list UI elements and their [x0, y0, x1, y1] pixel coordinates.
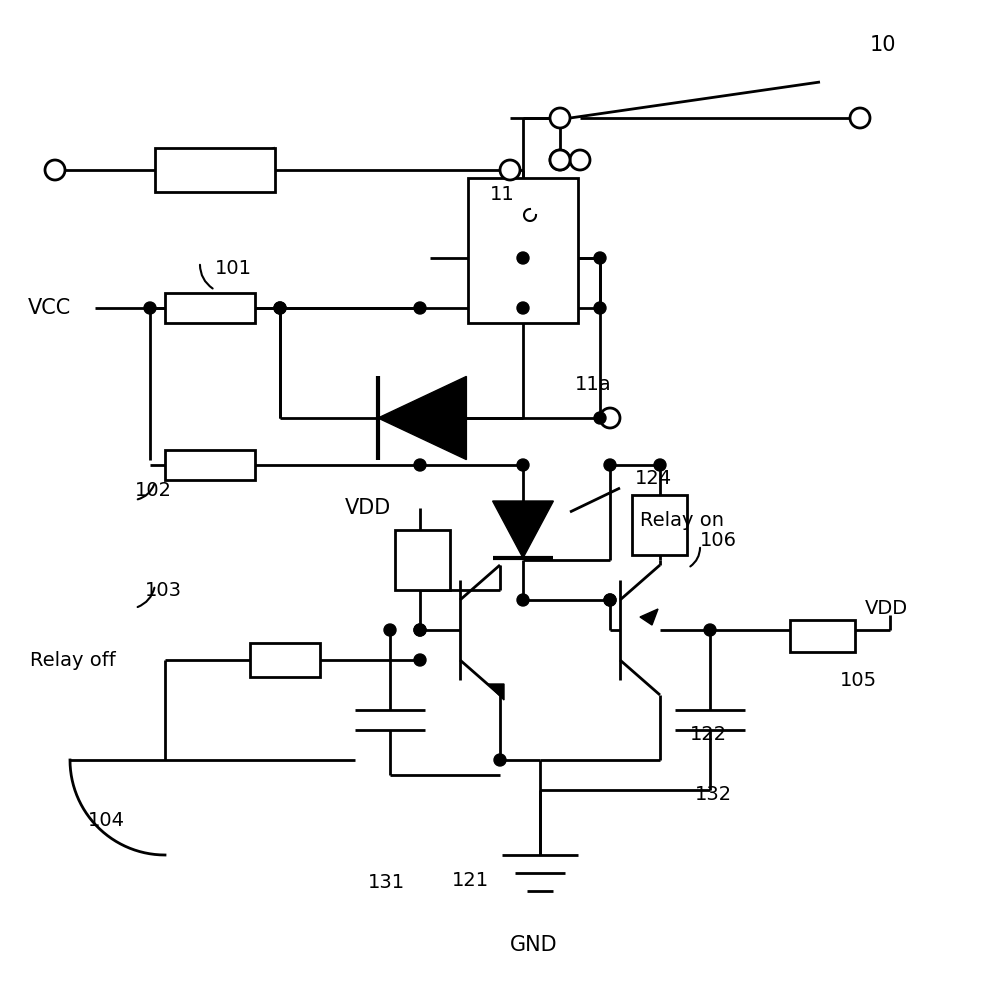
Circle shape — [517, 252, 529, 264]
Text: VDD: VDD — [865, 598, 908, 617]
Text: Relay off: Relay off — [30, 650, 116, 669]
Bar — [250, 643, 320, 677]
Circle shape — [550, 150, 570, 170]
Text: Relay on: Relay on — [640, 510, 724, 530]
Text: VCC: VCC — [28, 298, 71, 318]
Text: 104: 104 — [88, 810, 125, 830]
Polygon shape — [640, 609, 658, 625]
Circle shape — [384, 624, 396, 636]
Bar — [155, 148, 275, 192]
Circle shape — [45, 160, 65, 180]
Circle shape — [570, 150, 590, 170]
Circle shape — [500, 160, 520, 180]
Text: 101: 101 — [215, 259, 252, 278]
Text: 124: 124 — [635, 469, 672, 488]
Bar — [632, 495, 687, 555]
Circle shape — [274, 302, 286, 314]
Circle shape — [274, 302, 286, 314]
Circle shape — [517, 594, 529, 606]
Text: 132: 132 — [695, 786, 732, 804]
Bar — [395, 530, 450, 590]
Circle shape — [414, 459, 426, 471]
Bar — [790, 620, 855, 652]
Polygon shape — [488, 684, 504, 700]
Text: 102: 102 — [135, 481, 172, 499]
Circle shape — [414, 624, 426, 636]
Circle shape — [654, 459, 666, 471]
Circle shape — [550, 108, 570, 128]
Circle shape — [850, 108, 870, 128]
Text: 105: 105 — [840, 670, 877, 690]
Bar — [165, 293, 255, 323]
Circle shape — [517, 459, 529, 471]
Circle shape — [600, 408, 620, 428]
Circle shape — [704, 624, 716, 636]
Circle shape — [594, 252, 606, 264]
Bar — [165, 450, 255, 480]
Circle shape — [144, 302, 156, 314]
Text: GND: GND — [510, 935, 558, 955]
Polygon shape — [378, 377, 466, 460]
Circle shape — [594, 412, 606, 424]
Circle shape — [604, 594, 616, 606]
Text: 106: 106 — [700, 531, 737, 549]
Circle shape — [517, 302, 529, 314]
Circle shape — [414, 654, 426, 666]
Text: 11a: 11a — [575, 376, 612, 394]
Text: 131: 131 — [368, 872, 405, 892]
Polygon shape — [493, 501, 553, 558]
Circle shape — [550, 150, 570, 170]
Circle shape — [604, 594, 616, 606]
Circle shape — [414, 624, 426, 636]
Circle shape — [594, 302, 606, 314]
Text: 121: 121 — [452, 870, 489, 890]
Circle shape — [604, 459, 616, 471]
Circle shape — [494, 754, 506, 766]
Bar — [468, 178, 578, 323]
Text: VDD: VDD — [345, 498, 391, 518]
Circle shape — [414, 302, 426, 314]
Text: 103: 103 — [145, 581, 182, 599]
Text: 10: 10 — [870, 35, 896, 55]
Text: 11: 11 — [490, 185, 515, 204]
Text: 122: 122 — [690, 726, 727, 745]
